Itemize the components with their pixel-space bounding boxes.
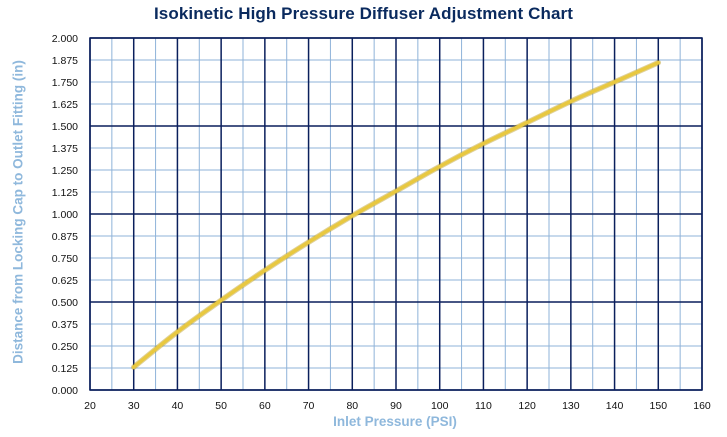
x-tick-labels: 20 30 40 50 60 70 80 90 100 110 120 130 140 150 160 xyxy=(84,400,711,412)
y-axis-label: Distance from Locking Cap to Outlet Fitt… xyxy=(10,60,26,364)
y-tick-label: 0.750 xyxy=(52,253,78,265)
y-tick-label: 1.250 xyxy=(52,165,78,177)
x-tick-label: 120 xyxy=(518,400,536,412)
major-gridlines xyxy=(89,37,703,391)
x-tick-label: 70 xyxy=(303,400,315,412)
x-tick-label: 130 xyxy=(562,400,580,412)
plot-frame xyxy=(89,37,703,391)
y-tick-label: 1.875 xyxy=(52,55,78,67)
y-tick-label: 0.875 xyxy=(52,231,78,243)
x-tick-label: 80 xyxy=(346,400,358,412)
chart-title: Isokinetic High Pressure Diffuser Adjust… xyxy=(153,4,574,23)
y-tick-label: 1.125 xyxy=(52,187,78,199)
y-tick-label: 2.000 xyxy=(52,33,78,45)
x-tick-label: 30 xyxy=(128,400,140,412)
series-line xyxy=(131,60,661,369)
x-tick-label: 110 xyxy=(475,400,492,412)
x-tick-label: 150 xyxy=(650,400,668,412)
y-tick-label: 1.000 xyxy=(52,209,78,221)
x-axis-label: Inlet Pressure (PSI) xyxy=(333,414,457,429)
y-tick-label: 0.375 xyxy=(52,319,78,331)
x-tick-label: 160 xyxy=(693,400,711,412)
y-tick-label: 1.625 xyxy=(52,99,78,111)
x-tick-label: 20 xyxy=(84,400,96,412)
y-tick-label: 0.500 xyxy=(52,297,78,309)
x-tick-label: 90 xyxy=(390,400,402,412)
y-tick-label: 0.625 xyxy=(52,275,78,287)
series-layer xyxy=(130,59,662,370)
y-tick-labels: 0.000 0.125 0.250 0.375 0.500 0.625 0.750 0.875… xyxy=(52,33,78,397)
y-tick-label: 1.500 xyxy=(52,121,78,133)
x-tick-label: 100 xyxy=(431,400,449,412)
y-tick-label: 0.250 xyxy=(52,341,78,353)
y-tick-label: 0.000 xyxy=(52,385,78,397)
x-tick-label: 50 xyxy=(215,400,227,412)
x-tick-label: 60 xyxy=(259,400,271,412)
y-tick-label: 0.125 xyxy=(52,363,78,375)
x-tick-label: 40 xyxy=(172,400,184,412)
x-tick-label: 140 xyxy=(606,400,624,412)
y-tick-label: 1.375 xyxy=(52,143,78,155)
y-tick-label: 1.750 xyxy=(52,77,78,89)
